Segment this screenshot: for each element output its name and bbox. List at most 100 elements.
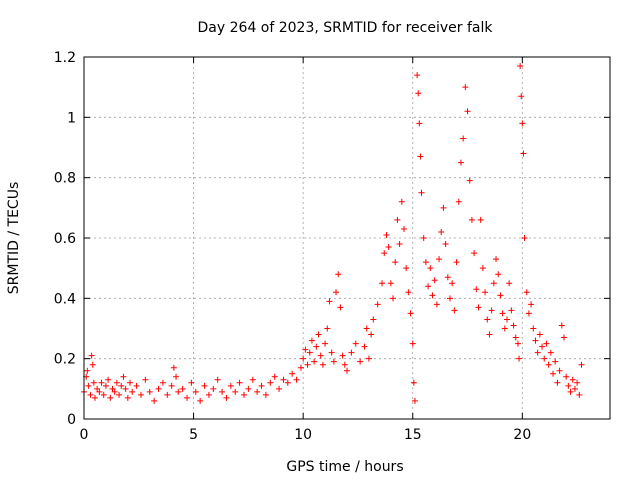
data-point xyxy=(396,241,403,248)
data-point xyxy=(94,385,101,392)
data-point xyxy=(164,391,171,398)
data-point xyxy=(473,286,480,293)
data-point xyxy=(475,304,482,311)
data-point xyxy=(447,295,454,302)
data-point xyxy=(175,388,182,395)
data-point xyxy=(297,364,304,371)
data-point xyxy=(240,391,247,398)
data-point xyxy=(390,295,397,302)
data-point xyxy=(276,385,283,392)
data-point xyxy=(192,388,199,395)
data-point xyxy=(328,349,335,356)
data-point xyxy=(118,382,125,389)
data-point xyxy=(563,373,570,380)
data-point xyxy=(477,216,484,223)
data-point xyxy=(98,379,105,386)
data-point xyxy=(188,379,195,386)
data-point xyxy=(427,265,434,272)
data-point xyxy=(368,331,375,338)
data-point xyxy=(411,397,418,404)
data-points xyxy=(81,63,585,404)
x-tick-label: 20 xyxy=(513,427,531,443)
data-point xyxy=(547,349,554,356)
plot-frame xyxy=(83,56,611,420)
y-tick-label: 0.2 xyxy=(54,352,76,368)
y-tick-label: 0.6 xyxy=(54,231,76,247)
data-point xyxy=(545,361,552,368)
x-tick-label: 0 xyxy=(80,427,89,443)
data-point xyxy=(109,385,116,392)
data-point xyxy=(425,283,432,290)
data-point xyxy=(205,391,212,398)
data-point xyxy=(479,265,486,272)
data-point xyxy=(409,340,416,347)
data-point xyxy=(449,280,456,287)
y-tick-label: 0.8 xyxy=(54,171,76,187)
x-tick-label: 15 xyxy=(404,427,422,443)
data-point xyxy=(365,355,372,362)
data-point xyxy=(569,376,576,383)
data-point xyxy=(304,361,311,368)
y-axis-label: SRMTID / TECUs xyxy=(6,182,22,295)
x-tick-label: 5 xyxy=(189,427,198,443)
data-point xyxy=(357,358,364,365)
data-point xyxy=(501,325,508,332)
data-point xyxy=(490,280,497,287)
data-point xyxy=(532,337,539,344)
data-point xyxy=(444,274,451,281)
data-point xyxy=(308,337,315,344)
data-point xyxy=(574,379,581,386)
data-point xyxy=(451,307,458,314)
data-point xyxy=(137,391,144,398)
data-point xyxy=(508,307,515,314)
data-point xyxy=(151,397,158,404)
data-point xyxy=(341,361,348,368)
data-point xyxy=(335,271,342,278)
data-point xyxy=(254,388,261,395)
data-point xyxy=(96,388,103,395)
data-point xyxy=(197,397,204,404)
data-point xyxy=(523,289,530,296)
data-point xyxy=(113,379,120,386)
data-point xyxy=(516,355,523,362)
data-point xyxy=(495,271,502,278)
data-point xyxy=(550,370,557,377)
data-point xyxy=(210,385,217,392)
data-point xyxy=(405,289,412,296)
data-point xyxy=(155,385,162,392)
data-point xyxy=(348,349,355,356)
data-point xyxy=(284,379,291,386)
data-point xyxy=(313,343,320,350)
data-point xyxy=(100,391,107,398)
data-point xyxy=(84,367,91,374)
data-point xyxy=(556,367,563,374)
data-point xyxy=(122,385,129,392)
data-point xyxy=(339,352,346,359)
y-tick-label: 0.4 xyxy=(54,291,76,307)
y-tick-label: 1.2 xyxy=(54,50,76,66)
data-point xyxy=(457,159,464,166)
data-point xyxy=(379,280,386,287)
data-point xyxy=(403,265,410,272)
data-point xyxy=(400,225,407,232)
data-point xyxy=(534,349,541,356)
data-point xyxy=(168,382,175,389)
data-point xyxy=(571,385,578,392)
data-point xyxy=(486,331,493,338)
data-point xyxy=(370,316,377,323)
data-point xyxy=(133,382,140,389)
data-point xyxy=(271,373,278,380)
data-point xyxy=(394,216,401,223)
y-tick-label: 0 xyxy=(67,412,76,428)
data-point xyxy=(436,256,443,263)
data-point xyxy=(146,388,153,395)
data-point xyxy=(506,280,513,287)
data-point xyxy=(87,391,94,398)
data-point xyxy=(418,189,425,196)
data-point xyxy=(536,331,543,338)
data-point xyxy=(85,382,92,389)
data-point xyxy=(539,343,546,350)
data-point xyxy=(440,204,447,211)
data-point xyxy=(510,322,517,329)
data-point xyxy=(129,388,136,395)
